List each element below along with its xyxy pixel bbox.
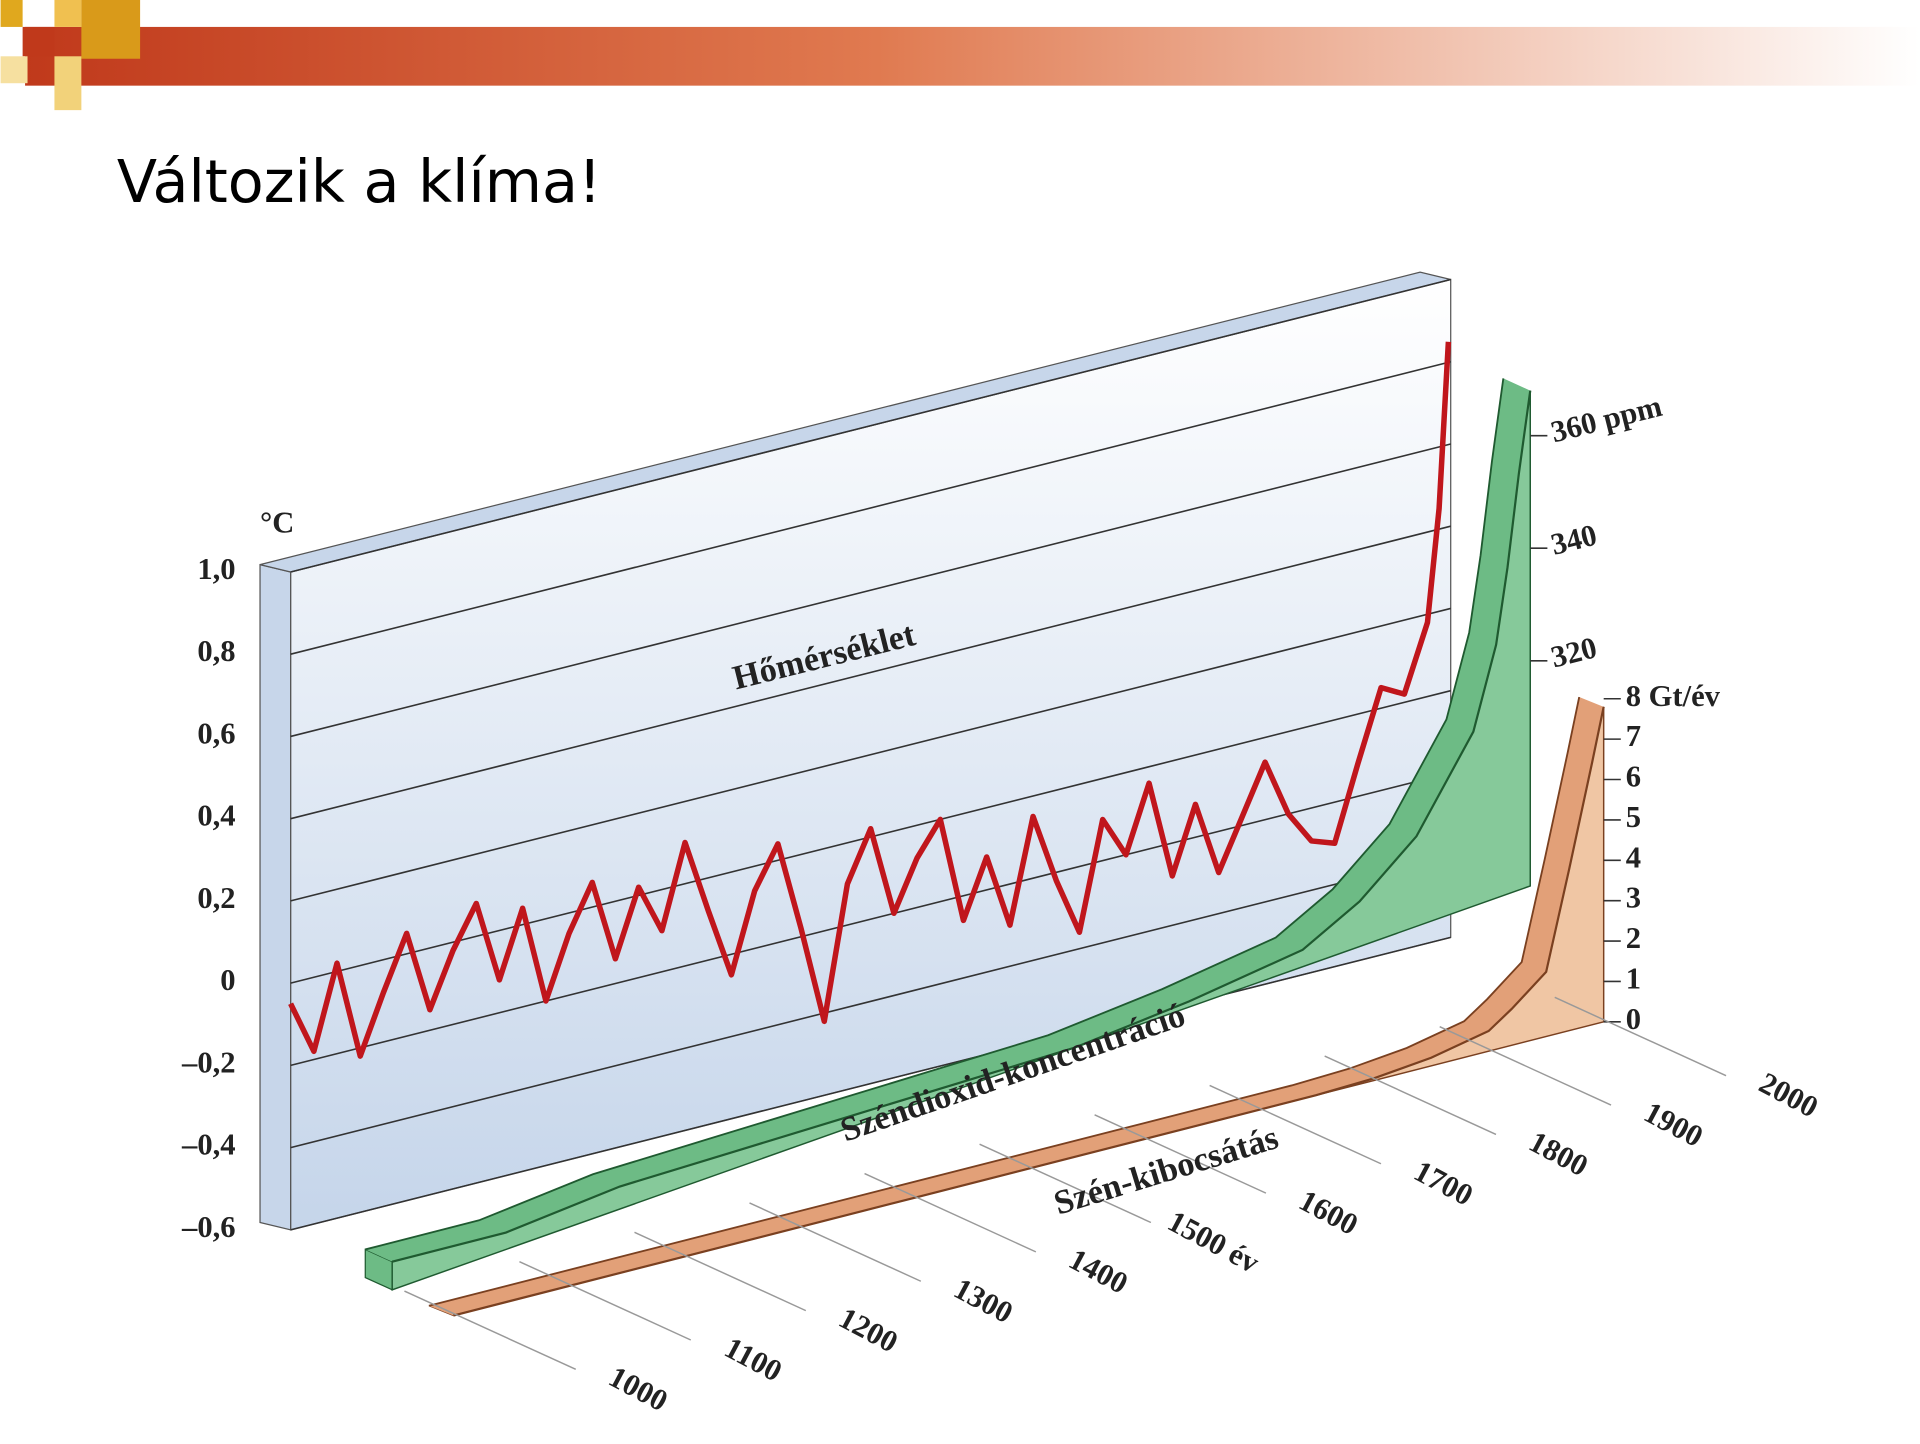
y-tick-label: 360 ppm [1547,389,1665,449]
x-tick-label: 1000 [603,1359,673,1418]
x-tick-label: 2000 [1754,1066,1824,1125]
header-bar [25,26,1920,86]
grid-line [290,525,1451,820]
grid-line [290,360,1451,655]
x-tick [1324,1055,1497,1136]
header-square [54,56,82,111]
y-tick-label: 320 [1547,630,1600,674]
x-tick [749,1202,922,1282]
header-square [0,56,28,84]
header-square [81,0,141,59]
y-tick-label: 0,4 [197,799,235,833]
x-tick-label: 1500 év [1162,1204,1265,1280]
x-tick [404,1290,577,1371]
x-tick-label: 1600 [1294,1183,1364,1242]
x-tick [519,1260,692,1341]
y-tick-label: 3 [1626,881,1641,915]
x-tick [1209,1084,1382,1165]
x-tick-label: 1800 [1524,1124,1594,1183]
y-tick-label: 0,8 [197,634,235,668]
grid-line [290,278,1451,573]
y-tick-label: 2 [1626,921,1641,955]
y-tick-label: 4 [1626,840,1641,874]
emission-line [453,706,1605,1317]
y-tick-label: 0,6 [197,716,235,750]
grid-line [290,607,1451,902]
header-square [54,0,82,27]
y-axis-label: °C [260,505,294,539]
grid-line [290,443,1451,738]
grid-line [290,854,1451,1149]
x-tick [634,1231,807,1312]
y-tick-label: –0,2 [181,1045,236,1079]
x-tick [1439,1026,1612,1106]
x-tick-label: 1100 [719,1330,787,1388]
slab-top [365,378,1531,1262]
y-tick-label: 0,2 [197,881,235,915]
header-square [22,26,55,57]
x-tick [979,1143,1152,1224]
slab-edge [365,378,1505,1251]
x-tick-label: 1900 [1639,1095,1709,1154]
x-tick [1094,1114,1267,1194]
x-tick [1554,996,1727,1077]
header-square [0,0,23,27]
co2-line [391,390,1532,1263]
x-tick-label: 1200 [833,1301,903,1360]
y-tick-label: 8 Gt/év [1626,679,1721,713]
x-tick-label: 1300 [948,1271,1018,1330]
y-tick-label: 6 [1626,760,1641,794]
y-tick-label: 1,0 [197,552,235,586]
temperature-line [288,341,1452,1059]
x-tick [864,1172,1037,1253]
x-tick-label: 1700 [1409,1154,1479,1213]
panel-side [259,563,292,1231]
grid-line [290,772,1451,1067]
y-tick-label: 0 [220,963,235,997]
y-tick-label: 5 [1626,800,1641,834]
y-tick-label: –0,6 [181,1210,236,1244]
x-tick-label: 1400 [1063,1242,1133,1301]
chart: –0,6–0,4–0,200,20,40,60,81,0°C320340360 … [181,271,1824,1418]
y-tick-label: –0,4 [181,1128,236,1162]
grid-line [290,936,1451,1231]
slide-title: Változik a klíma! [117,147,602,216]
y-tick-label: 1 [1626,961,1641,995]
y-tick-label: 0 [1626,1002,1641,1036]
y-tick-label: 340 [1547,518,1600,562]
y-tick-label: 7 [1626,719,1641,753]
slab-edge [428,696,1581,1307]
